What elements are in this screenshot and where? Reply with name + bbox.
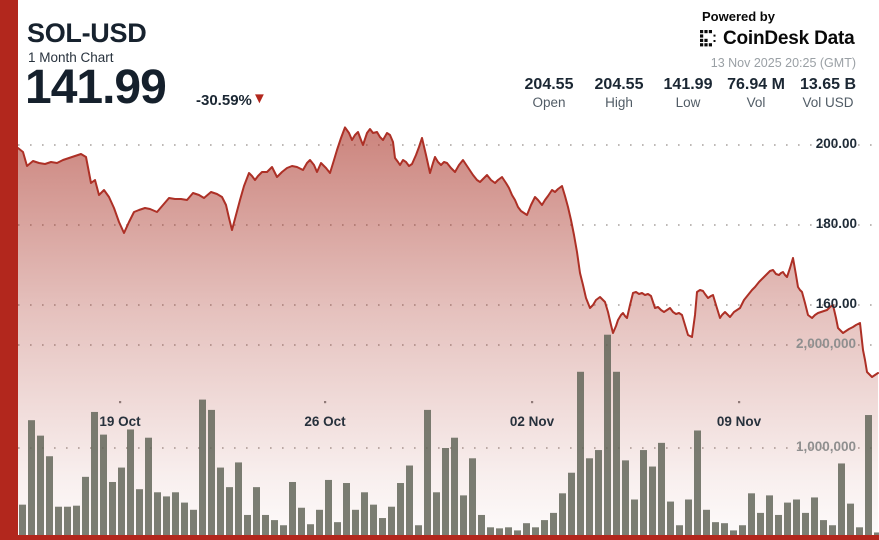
chart-timestamp: 13 Nov 2025 20:25 (GMT) <box>710 56 856 70</box>
page-title: SOL-USD <box>27 18 147 48</box>
accent-bottom-bar <box>0 535 879 540</box>
date-axis-tick-26-oct: 26 Oct <box>304 414 346 429</box>
stat-open-value: 204.55 <box>524 76 574 93</box>
price-axis-tick-180: 180.00 <box>815 216 857 231</box>
date-axis-tick-09-nov: 09 Nov <box>716 414 762 429</box>
stat-vol-usd-label: Vol USD <box>802 95 854 110</box>
accent-left-bar <box>0 0 18 540</box>
stat-vol-usd: 13.65 B Vol USD <box>783 76 873 111</box>
stat-vol: 76.94 M Vol <box>711 76 801 111</box>
date-axis-tick-19-oct: 19 Oct <box>99 414 141 429</box>
price-line <box>17 126 879 378</box>
stat-low-label: Low <box>675 95 701 110</box>
stat-high: 204.55 High <box>574 76 664 111</box>
price-change-percent: -30.59% <box>196 92 252 109</box>
chart-range-subtitle: 1 Month Chart <box>28 50 114 65</box>
stat-vol-value: 76.94 M <box>727 76 785 93</box>
powered-by-label: Powered by <box>702 9 775 24</box>
stat-low: 141.99 Low <box>643 76 733 111</box>
coindesk-data-logo[interactable]: CoinDesk Data <box>700 28 855 50</box>
stat-vol-label: Vol <box>746 95 766 110</box>
coindesk-logo-icon <box>700 30 716 47</box>
price-down-arrow-icon: ▼ <box>252 90 267 107</box>
stat-open: 204.55 Open <box>504 76 594 111</box>
stat-vol-usd-value: 13.65 B <box>799 76 857 93</box>
current-price: 141.99 <box>25 61 167 114</box>
stat-high-value: 204.55 <box>594 76 644 93</box>
date-axis-tick-02-nov: 02 Nov <box>509 414 555 429</box>
coindesk-brand-text: CoinDesk Data <box>723 28 855 49</box>
price-axis-tick-200: 200.00 <box>815 136 857 151</box>
volume-bars <box>19 334 879 540</box>
price-axis-tick-160: 160.00 <box>815 296 857 311</box>
stat-low-value: 141.99 <box>663 76 713 93</box>
volume-axis-tick-2000000: 2,000,000 <box>795 336 856 351</box>
stat-open-label: Open <box>532 95 566 110</box>
volume-axis-tick-1000000: 1,000,000 <box>795 439 856 454</box>
stat-high-label: High <box>605 95 633 110</box>
